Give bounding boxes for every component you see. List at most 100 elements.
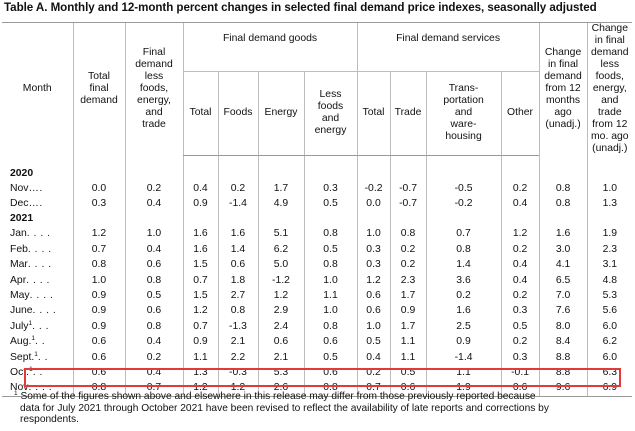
- value-cell: 0.2: [124, 180, 183, 196]
- header-line: from 12: [545, 83, 581, 94]
- value-cell: 1.4: [425, 257, 502, 273]
- value-cell: 1.0: [303, 272, 358, 288]
- value-cell: 0.7: [356, 380, 391, 397]
- value-cell: 0.6: [257, 334, 304, 350]
- value-cell: 0.3: [72, 195, 125, 212]
- value-cell: 2.1: [217, 334, 258, 350]
- value-cell: 6.2: [586, 334, 633, 350]
- header-change-12-less: Change in final demand less foods, energy, and…: [586, 22, 633, 155]
- value-cell: 0.4: [182, 180, 218, 196]
- value-cell: 0.2: [389, 241, 427, 258]
- value-cell: 1.2: [356, 272, 391, 288]
- value-cell: 1.0: [72, 272, 125, 288]
- month-label: June: [10, 305, 33, 317]
- header-goods-energy: Energy: [257, 71, 304, 156]
- value-cell: 1.9: [425, 380, 502, 397]
- value-cell: 0.8: [538, 195, 588, 212]
- value-cell: 0.9: [182, 334, 218, 350]
- value-cell: 1.5: [182, 287, 218, 304]
- value-cell: 6.3: [586, 364, 633, 381]
- footnote: 1 Some of the figures shown above and el…: [14, 390, 624, 426]
- value-cell: -0.1: [500, 364, 540, 381]
- value-cell: 0.6: [217, 257, 258, 273]
- month-cell: Nov. . . .: [2, 380, 73, 397]
- value-cell: 5.0: [257, 257, 304, 273]
- value-cell: 2.5: [425, 318, 502, 335]
- value-cell: 5.1: [257, 226, 304, 242]
- leader-dots: . .: [35, 336, 46, 348]
- year-row: 2021: [2, 211, 633, 227]
- footnote-ref: 1: [28, 319, 33, 327]
- header-line: and: [145, 107, 163, 118]
- value-cell: -0.2: [425, 195, 502, 212]
- value-cell: 1.8: [217, 272, 258, 288]
- value-cell: 1.0: [303, 303, 358, 319]
- value-cell: 0.8: [124, 272, 183, 288]
- value-cell: -1.2: [257, 272, 304, 288]
- table-row: Dec…. 0.3 0.4 0.9 -1.4 4.9 0.5 0.0 -0.7 -0.2 0.4 0.…: [2, 195, 633, 212]
- leader-dots: . . . .: [26, 274, 50, 286]
- value-cell: 1.1: [303, 287, 358, 304]
- header-line: mo. ago: [591, 131, 629, 142]
- value-cell: 2.3: [586, 241, 633, 258]
- value-cell: 4.9: [257, 195, 304, 212]
- header-services-transport: Trans-portation and ware-housing: [425, 71, 502, 156]
- header-line: (unadj.): [592, 143, 628, 154]
- leader-dots: ….: [28, 182, 43, 194]
- value-cell: 8.0: [538, 318, 588, 335]
- value-cell: 0.4: [124, 334, 183, 350]
- leader-dots: . . . .: [26, 228, 51, 240]
- header-line: energy,: [592, 83, 627, 94]
- value-cell: 1.3: [586, 195, 633, 212]
- value-cell: 0.6: [356, 303, 391, 319]
- value-cell: 6.0: [586, 349, 633, 365]
- value-cell: 0.0: [356, 195, 391, 212]
- month-cell: Apr. . . .: [2, 272, 73, 287]
- value-cell: 0.8: [425, 241, 502, 258]
- table-row: Apr. . . . 1.0 0.8 0.7 1.8 -1.2 1.0 1.2 2.3 3.6 0.…: [2, 272, 633, 288]
- leader-dots: . . .: [32, 320, 50, 332]
- month-cell: Jan. . . .: [2, 226, 73, 241]
- value-cell: 1.2: [182, 303, 218, 319]
- value-cell: 1.1: [389, 334, 427, 350]
- value-cell: 2.2: [217, 349, 258, 365]
- table-title: Table A. Monthly and 12-month percent ch…: [4, 1, 597, 14]
- month-label: Aug.: [10, 336, 32, 348]
- header-line: Less: [319, 89, 342, 101]
- value-cell: 1.1: [425, 364, 502, 381]
- month-label: Mar: [10, 259, 28, 271]
- header-line: trade: [597, 107, 622, 118]
- value-cell: 0.3: [500, 349, 540, 365]
- value-cell: 0.5: [303, 241, 358, 258]
- month-cell: Aug.1. .: [2, 334, 73, 349]
- header-line: and: [454, 107, 473, 119]
- leader-dots: . .: [37, 351, 49, 363]
- value-cell: 1.0: [586, 180, 633, 196]
- table-row: July1. . . 0.9 0.8 0.7 -1.3 2.4 0.8 1.0 1.7 2.5 0.…: [2, 318, 633, 335]
- value-cell: 1.7: [389, 287, 427, 304]
- value-cell: 0.9: [182, 195, 218, 212]
- leader-dots: . . . .: [27, 259, 52, 271]
- value-cell: 0.9: [72, 318, 125, 335]
- value-cell: -0.5: [425, 180, 502, 196]
- leader-dots: . . . .: [29, 290, 54, 302]
- value-cell: 0.8: [124, 318, 183, 335]
- footnote-line: 1 Some of the figures shown above and el…: [14, 390, 536, 402]
- header-line: less: [600, 59, 620, 70]
- leader-dots: . . . .: [27, 243, 52, 255]
- value-cell: 0.6: [500, 380, 540, 397]
- value-cell: -1.3: [217, 318, 258, 335]
- value-cell: 0.6: [124, 303, 183, 319]
- value-cell: 0.2: [500, 334, 540, 350]
- month-label: May: [10, 290, 30, 302]
- value-cell: 1.2: [72, 226, 125, 242]
- header-line: and: [601, 95, 619, 106]
- value-cell: 2.7: [217, 287, 258, 304]
- value-cell: 1.2: [182, 380, 218, 397]
- footnote-line: respondents.: [20, 414, 79, 425]
- year-label: 2021: [10, 213, 34, 225]
- header-line: months: [546, 95, 581, 106]
- value-cell: 6.0: [586, 318, 633, 335]
- value-cell: 0.7: [124, 380, 183, 397]
- table-row: Jan. . . . 1.2 1.0 1.6 1.6 5.1 0.8 1.0 0.8 0.7 1.2…: [2, 226, 633, 242]
